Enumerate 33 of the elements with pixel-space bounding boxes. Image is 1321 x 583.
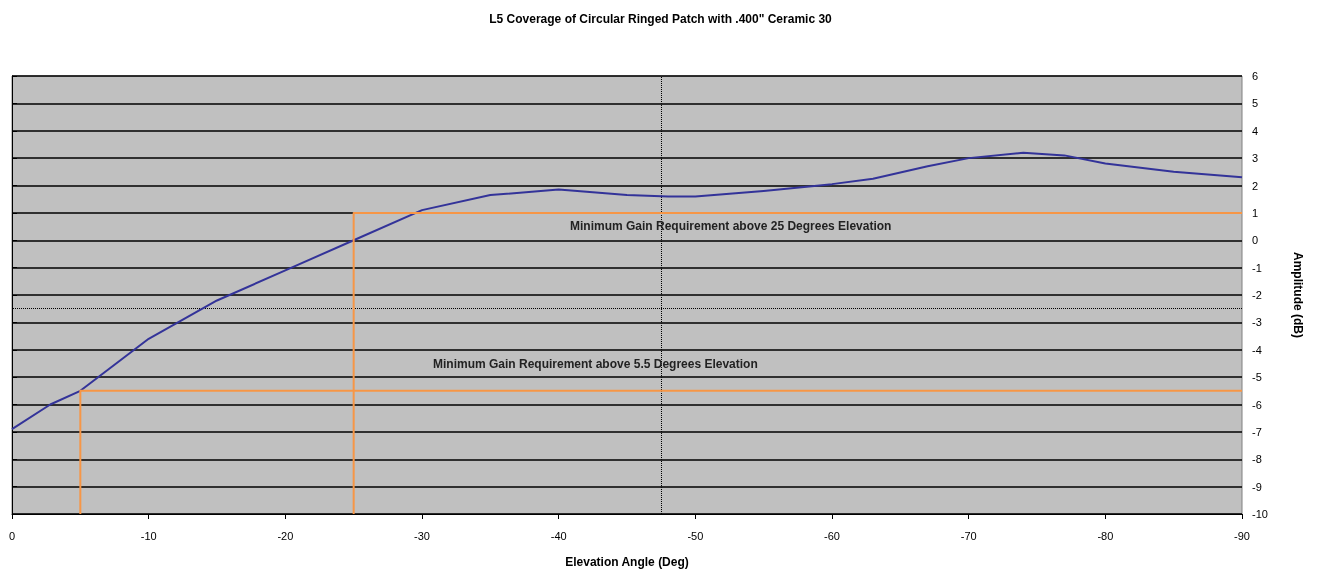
- y-tick-label: 1: [1252, 206, 1259, 219]
- x-tick-label: -30: [414, 529, 430, 542]
- y-tick-label: -2: [1252, 289, 1262, 301]
- y-tick-label: 6: [1252, 70, 1259, 82]
- x-tick-label: 0: [8, 529, 16, 542]
- chart-title: L5 Coverage of Circular Ringed Patch with .400" Ceramic 30: [489, 12, 833, 26]
- y-tick-label: -7: [1252, 425, 1262, 438]
- x-axis-title: Elevation Angle (Deg): [565, 555, 689, 569]
- y-tick-label: -4: [1252, 343, 1262, 356]
- y-tick-label: 4: [1252, 124, 1259, 137]
- y-axis-title: Amplitude (dB): [1291, 252, 1305, 338]
- x-tick-label: -80: [1097, 529, 1114, 542]
- y-tick-label: -1: [1252, 261, 1262, 274]
- y-tick-label: 2: [1252, 179, 1259, 192]
- x-tick-label: -60: [824, 529, 840, 542]
- y-tick-label: -6: [1252, 398, 1262, 411]
- y-tick-label: 0: [1252, 234, 1259, 247]
- y-tick-label: 5: [1252, 97, 1259, 110]
- y-tick-label: -9: [1252, 480, 1262, 493]
- x-tick-label: -10: [140, 529, 157, 542]
- x-tick-label: -20: [277, 529, 294, 542]
- x-tick-label: -50: [687, 529, 704, 542]
- annotation: Minimum Gain Requirement above 5.5 Degrees Elevation: [433, 357, 758, 371]
- x-tick-label: -90: [1234, 529, 1250, 542]
- y-tick-label: -3: [1252, 316, 1262, 329]
- y-tick-label: 3: [1252, 152, 1259, 165]
- x-tick-label: -70: [960, 529, 977, 542]
- y-tick-label: -8: [1252, 453, 1262, 466]
- y-tick-label: -10: [1252, 508, 1268, 520]
- y-tick-label: -5: [1252, 371, 1262, 384]
- line-series: [11, 151, 1243, 431]
- annotation: Minimum Gain Requirement above 25 Degrees Elevation: [570, 219, 892, 233]
- x-tick-label: -40: [550, 529, 567, 542]
